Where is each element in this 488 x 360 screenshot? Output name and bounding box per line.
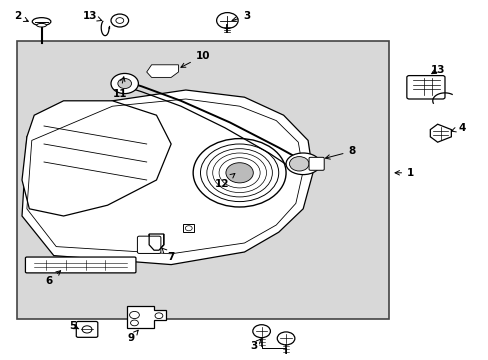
Text: 12: 12: [215, 174, 234, 189]
Circle shape: [252, 325, 270, 338]
Polygon shape: [22, 90, 312, 265]
Circle shape: [289, 157, 308, 171]
Circle shape: [118, 78, 131, 89]
Text: 13: 13: [429, 65, 444, 75]
Text: 11: 11: [112, 77, 127, 99]
FancyBboxPatch shape: [76, 321, 98, 337]
Bar: [17, 41, 388, 319]
FancyBboxPatch shape: [137, 236, 161, 253]
Text: 9: 9: [127, 330, 138, 343]
Text: 10: 10: [181, 51, 210, 67]
Polygon shape: [22, 101, 171, 216]
Polygon shape: [429, 124, 450, 142]
FancyBboxPatch shape: [308, 157, 324, 170]
Text: 2: 2: [14, 11, 28, 22]
Polygon shape: [149, 234, 163, 250]
FancyBboxPatch shape: [25, 257, 136, 273]
Text: 8: 8: [325, 146, 355, 159]
Text: 3: 3: [232, 11, 250, 21]
Circle shape: [225, 163, 253, 183]
Text: 1: 1: [394, 168, 413, 178]
Ellipse shape: [37, 23, 46, 27]
Circle shape: [277, 332, 294, 345]
Circle shape: [216, 13, 238, 28]
Circle shape: [111, 73, 138, 94]
Ellipse shape: [32, 18, 51, 26]
Bar: [183, 224, 194, 232]
Circle shape: [111, 14, 128, 27]
Text: 7: 7: [162, 248, 175, 262]
Ellipse shape: [285, 153, 320, 175]
Text: 3: 3: [250, 339, 261, 351]
Text: 13: 13: [83, 11, 102, 21]
Text: 6: 6: [45, 271, 61, 286]
Text: 4: 4: [450, 123, 465, 133]
Polygon shape: [146, 65, 178, 77]
Text: 5: 5: [69, 321, 79, 331]
FancyBboxPatch shape: [406, 76, 444, 99]
Polygon shape: [127, 306, 166, 328]
